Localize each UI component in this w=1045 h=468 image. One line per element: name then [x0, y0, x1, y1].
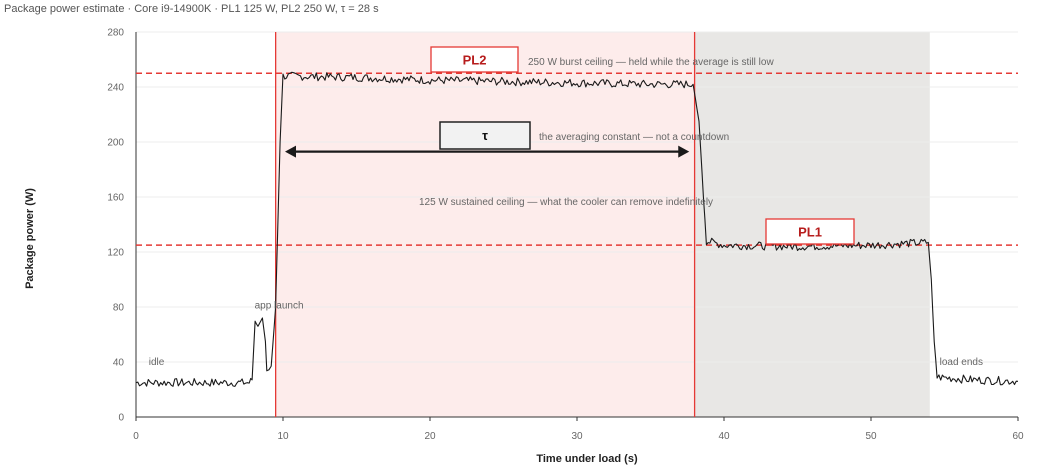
pl2-note: 250 W burst ceiling — held while the ave… — [528, 57, 774, 68]
y-axis-title: Package power (W) — [24, 188, 36, 289]
power-trace — [135, 71, 1019, 387]
annotation-idle: idle — [149, 357, 165, 368]
x-tick-label: 50 — [865, 431, 877, 442]
y-tick-label: 40 — [113, 358, 125, 369]
y-tick-label: 160 — [107, 193, 124, 204]
pl2-tag-label: PL2 — [463, 53, 487, 68]
grid-layer — [136, 31, 1018, 363]
pl1-tag-label: PL1 — [798, 225, 822, 240]
y-tick-label: 0 — [118, 413, 124, 424]
x-axis-title: Time under load (s) — [536, 453, 638, 465]
y-tick-label: 80 — [113, 303, 125, 314]
chart-title: Package power estimate · Core i9-14900K … — [4, 3, 379, 15]
annotation-app-launch: app launch — [255, 301, 304, 312]
pl1-note: 125 W sustained ceiling — what the coole… — [419, 197, 713, 208]
axes-layer: 0 40 80 120 160 200 240 280 0 10 20 30 40 50 60 Time un… — [24, 28, 1024, 466]
y-tick-label: 120 — [107, 248, 124, 259]
x-tick-label: 30 — [571, 431, 583, 442]
annotation-load-ends: load ends — [940, 357, 983, 368]
y-tick-label: 280 — [107, 28, 124, 39]
x-tick-label: 0 — [133, 431, 139, 442]
tau-arrow-head-left — [285, 145, 296, 158]
pl2-tag-box — [430, 46, 519, 73]
trace-layer — [135, 71, 1019, 387]
pl1-tag-box — [765, 218, 855, 245]
region-pl2 — [275, 32, 695, 417]
x-tick-label: 10 — [277, 431, 289, 442]
y-tick-label: 200 — [107, 138, 124, 149]
y-tick-label: 240 — [107, 83, 124, 94]
x-tick-label: 60 — [1012, 431, 1024, 442]
tau-label: τ — [482, 128, 488, 143]
tau-box — [439, 121, 531, 150]
x-tick-label: 40 — [718, 431, 730, 442]
x-tick-label: 20 — [424, 431, 436, 442]
tau-arrow-head-right — [678, 145, 690, 158]
annotations-layer: PL2 250 W burst ceiling — held while the … — [149, 46, 983, 368]
tau-note: the averaging constant — not a countdown — [539, 132, 729, 143]
